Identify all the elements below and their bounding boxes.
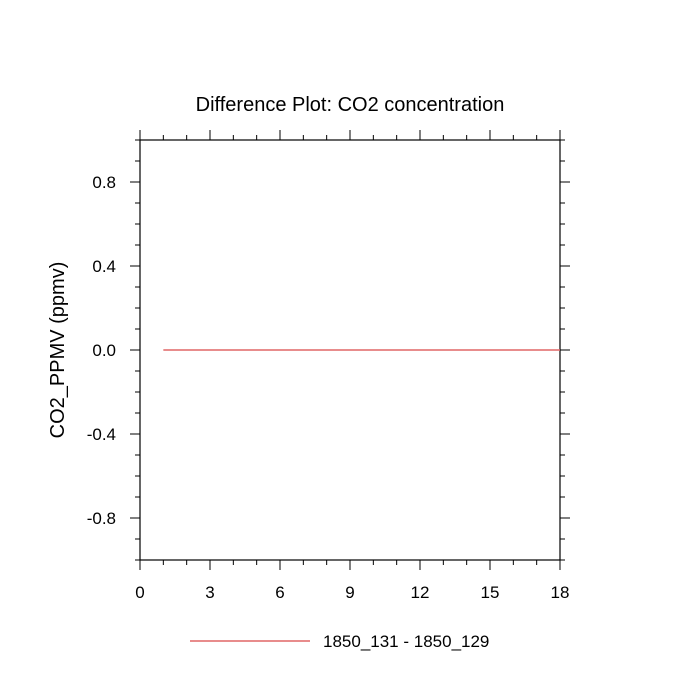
chart-title: Difference Plot: CO2 concentration	[196, 94, 505, 116]
x-tick-label: 0	[135, 583, 144, 602]
x-tick-label: 18	[551, 583, 570, 602]
x-tick-label: 12	[411, 583, 430, 602]
y-tick-label: 0.8	[92, 173, 116, 192]
y-tick-label: 0.4	[92, 257, 116, 276]
x-tick-label: 9	[345, 583, 354, 602]
y-axis-label: CO2_PPMV (ppmv)	[47, 262, 69, 439]
y-tick-label: -0.8	[87, 509, 116, 528]
legend-label: 1850_131 - 1850_129	[323, 632, 489, 651]
y-tick-label: -0.4	[87, 425, 116, 444]
x-tick-label: 3	[205, 583, 214, 602]
x-tick-label: 15	[481, 583, 500, 602]
y-tick-label: 0.0	[92, 341, 116, 360]
x-tick-label: 6	[275, 583, 284, 602]
